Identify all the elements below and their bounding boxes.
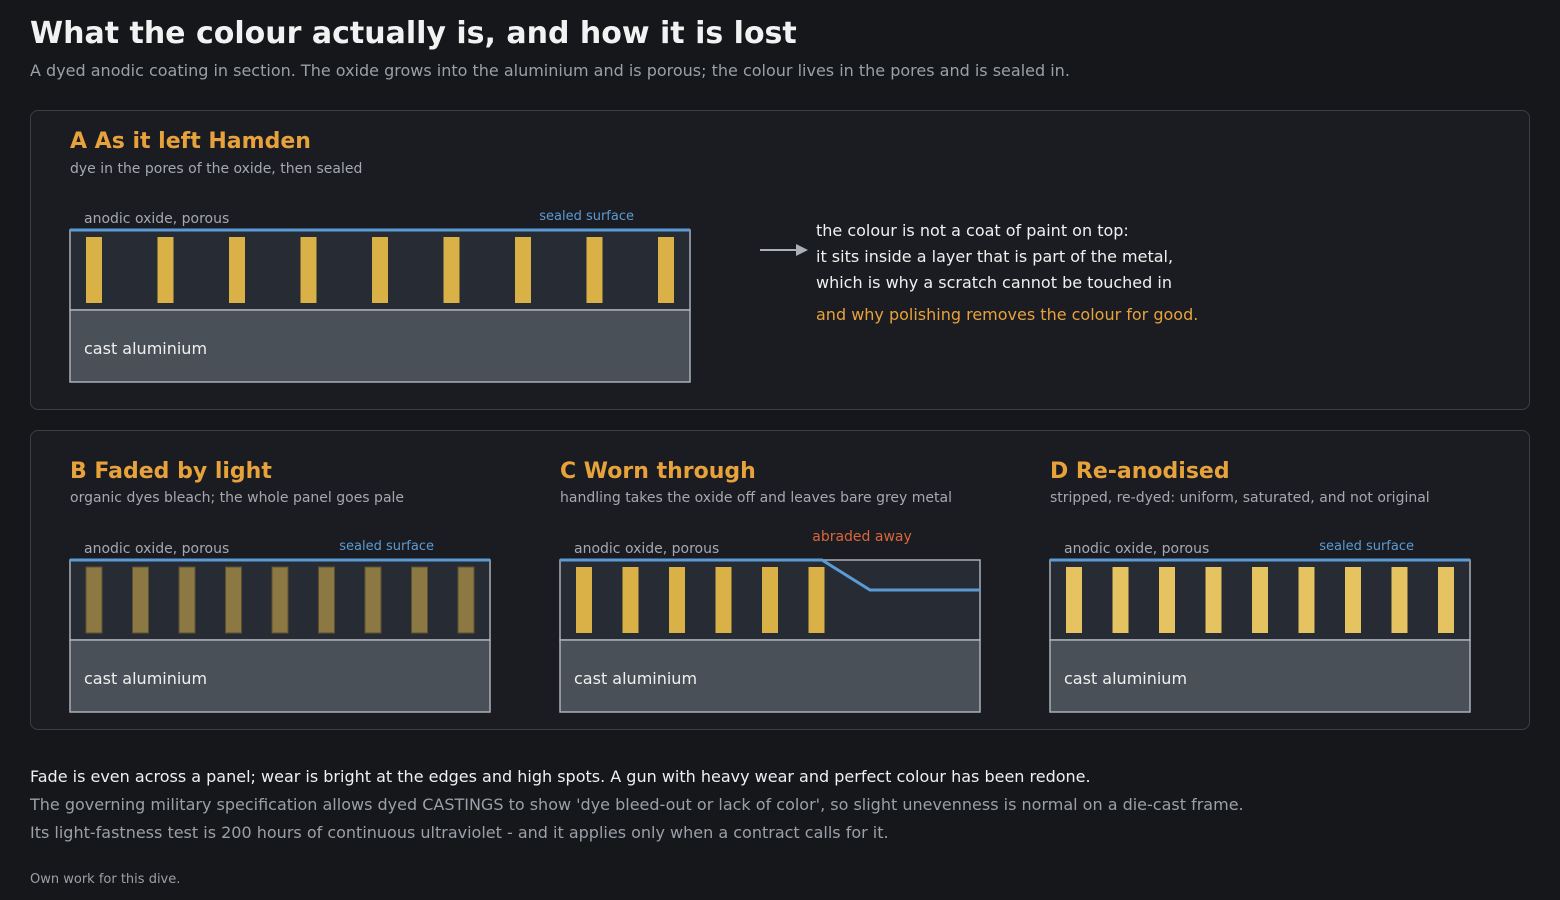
dye-pores — [85, 566, 475, 634]
aluminium-label: cast aluminium — [574, 669, 697, 688]
panel-d-title: D Re-anodised — [1050, 459, 1230, 484]
aluminium-label: cast aluminium — [1064, 669, 1187, 688]
panel-d-description: stripped, re-dyed: uniform, saturated, a… — [1050, 490, 1430, 506]
page-subtitle: A dyed anodic coating in section. The ox… — [30, 61, 1070, 80]
footer-line-3: Its light-fastness test is 200 hours of … — [30, 823, 889, 842]
dye-pore — [1159, 567, 1175, 633]
oxide-label: anodic oxide, porous — [574, 541, 719, 557]
aluminium-layer — [559, 639, 981, 713]
explanation-line-2: it sits inside a layer that is part of t… — [816, 247, 1174, 266]
dye-pore — [586, 237, 603, 303]
dye-pore — [157, 237, 174, 303]
panel-b-description: organic dyes bleach; the whole panel goe… — [70, 490, 405, 506]
panel-c-title: C Worn through — [560, 459, 756, 484]
section-c-diagram: anodic oxide, porous abraded away cast a… — [559, 529, 981, 713]
panel-c-description: handling takes the oxide off and leaves … — [560, 490, 952, 506]
oxide-label: anodic oxide, porous — [1064, 541, 1209, 557]
dye-pore — [86, 237, 102, 303]
panel-b-title: B Faded by light — [70, 459, 272, 484]
worn-surface-line — [560, 558, 980, 592]
dye-pore — [85, 566, 103, 634]
dye-pore — [1345, 567, 1361, 633]
dye-pore — [1112, 567, 1129, 633]
dye-pore — [271, 566, 289, 634]
dye-pores — [576, 567, 825, 633]
oxide-label: anodic oxide, porous — [84, 541, 229, 557]
dye-pore — [364, 566, 382, 634]
explanation-line-3: which is why a scratch cannot be touched… — [816, 273, 1172, 292]
credit-note: Own work for this dive. — [30, 872, 181, 887]
section-b-diagram: anodic oxide, porous sealed surface cast… — [69, 539, 491, 713]
sealed-surface-label: sealed surface — [339, 539, 434, 554]
section-d-diagram: anodic oxide, porous sealed surface cast… — [1049, 539, 1471, 713]
aluminium-layer — [69, 309, 691, 383]
dye-pore — [576, 567, 592, 633]
dye-pore — [300, 237, 317, 303]
aluminium-layer — [69, 639, 491, 713]
dye-pore — [1391, 567, 1408, 633]
panel-a-title: A As it left Hamden — [70, 129, 311, 154]
aluminium-label: cast aluminium — [84, 339, 207, 358]
dye-pore — [715, 567, 732, 633]
sealed-surface-label: sealed surface — [1319, 539, 1414, 554]
dye-pore — [808, 567, 825, 633]
arrow-icon — [760, 244, 808, 256]
abraded-label: abraded away — [812, 529, 912, 545]
dye-pore — [658, 237, 674, 303]
dye-pore — [411, 566, 428, 634]
dye-pores — [86, 237, 674, 303]
dye-pore — [1438, 567, 1454, 633]
dye-pore — [1252, 567, 1268, 633]
dye-pore — [372, 237, 388, 303]
panel-a-description: dye in the pores of the oxide, then seal… — [70, 161, 363, 177]
dye-pore — [457, 566, 475, 634]
explanation-line-4: and why polishing removes the colour for… — [816, 305, 1199, 324]
aluminium-label: cast aluminium — [84, 669, 207, 688]
dye-pore — [132, 566, 149, 634]
section-a-diagram: anodic oxide, porous sealed surface cast… — [69, 209, 691, 383]
footer-line-2: The governing military specification all… — [30, 795, 1244, 814]
dye-pore — [515, 237, 531, 303]
dye-pore — [225, 566, 242, 634]
dye-pore — [1066, 567, 1082, 633]
dye-pores — [1066, 567, 1454, 633]
footer-line-1: Fade is even across a panel; wear is bri… — [30, 767, 1091, 786]
dye-pore — [669, 567, 685, 633]
page-title: What the colour actually is, and how it … — [30, 16, 797, 51]
aluminium-layer — [1049, 639, 1471, 713]
sealed-surface-label: sealed surface — [539, 209, 634, 224]
dye-pore — [1205, 567, 1222, 633]
dye-pore — [622, 567, 639, 633]
explanation-line-1: the colour is not a coat of paint on top… — [816, 221, 1129, 240]
dye-pore — [229, 237, 245, 303]
oxide-label: anodic oxide, porous — [84, 211, 229, 227]
dye-pore — [318, 566, 335, 634]
dye-pore — [1298, 567, 1315, 633]
dye-pore — [762, 567, 778, 633]
dye-pore — [443, 237, 460, 303]
dye-pore — [178, 566, 196, 634]
